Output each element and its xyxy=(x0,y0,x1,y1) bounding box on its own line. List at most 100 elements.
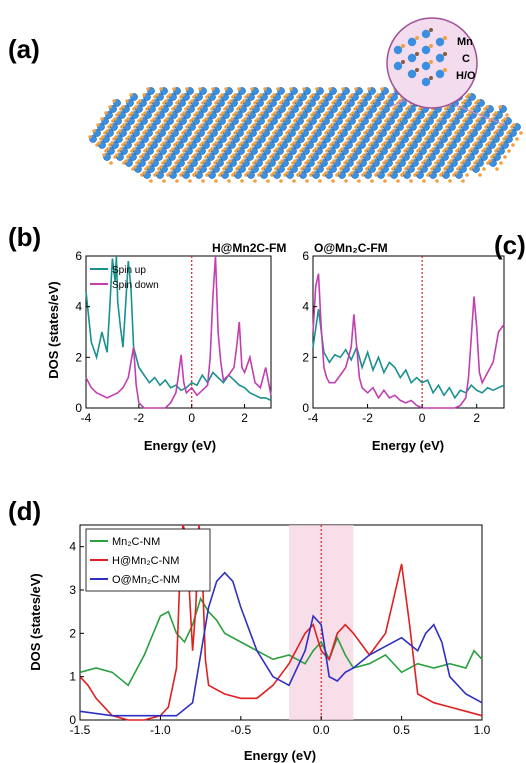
ho-atom xyxy=(423,159,427,163)
ho-atom xyxy=(342,105,346,109)
ho-atom xyxy=(175,141,179,145)
ho-atom xyxy=(218,135,222,139)
ho-atom xyxy=(261,129,265,133)
ho-atom xyxy=(228,159,232,163)
legend-label-spin-down: Spin down xyxy=(112,280,159,291)
ho-atom xyxy=(285,93,289,97)
ho-atom xyxy=(465,135,469,139)
ho-atom xyxy=(102,153,106,157)
ho-atom xyxy=(255,99,259,103)
x-axis-label: Energy (eV) xyxy=(244,748,316,763)
ho-atom xyxy=(383,179,387,183)
ho-atom xyxy=(163,159,167,163)
ho-atom xyxy=(285,171,289,175)
ho-atom xyxy=(499,161,503,165)
ho-atom xyxy=(142,171,146,175)
y-tick-label: 6 xyxy=(75,249,82,263)
ho-atom xyxy=(324,171,328,175)
ho-atom xyxy=(485,105,489,109)
ho-atom xyxy=(331,141,335,145)
ho-atom xyxy=(109,161,113,165)
ho-atom xyxy=(186,105,190,109)
ho-atom xyxy=(203,99,207,103)
ho-atom xyxy=(421,123,425,127)
ho-atom xyxy=(380,165,384,169)
ho-atom xyxy=(462,159,466,163)
inset-ho-atom xyxy=(443,68,447,72)
ho-atom xyxy=(488,159,492,163)
ho-atom xyxy=(275,147,279,151)
y-tick-label: 0 xyxy=(302,401,309,415)
ho-atom xyxy=(202,159,206,163)
ho-atom xyxy=(297,153,301,157)
ho-atom xyxy=(389,93,393,97)
ho-atom xyxy=(257,135,261,139)
ho-atom xyxy=(259,171,263,175)
y-tick-label: 1 xyxy=(69,670,76,684)
ho-atom xyxy=(452,135,456,139)
ho-atom xyxy=(190,99,194,103)
ho-atom xyxy=(307,99,311,103)
ho-atom xyxy=(272,93,276,97)
ho-atom xyxy=(467,93,471,97)
ho-atom xyxy=(330,123,334,127)
ho-atom xyxy=(404,129,408,133)
ho-atom xyxy=(396,141,400,145)
ho-atom xyxy=(328,87,332,91)
ho-atom xyxy=(323,153,327,157)
ho-atom xyxy=(126,117,130,121)
ho-atom xyxy=(435,179,439,183)
ho-atom xyxy=(367,87,371,91)
ho-atom xyxy=(461,179,465,183)
ho-atom xyxy=(415,171,419,175)
ho-atom xyxy=(112,99,116,103)
ho-atom xyxy=(240,179,244,183)
ho-atom xyxy=(495,167,499,171)
ho-atom xyxy=(173,105,177,109)
y-tick-label: 4 xyxy=(75,300,82,314)
ho-atom xyxy=(151,99,155,103)
ho-atom xyxy=(337,93,341,97)
inset-label-c: C xyxy=(462,53,470,65)
ho-atom xyxy=(320,99,324,103)
ho-atom xyxy=(503,155,507,159)
inset-ho-atom xyxy=(429,44,433,48)
y-axis-label: DOS (states/eV) xyxy=(28,573,43,671)
ho-atom xyxy=(135,123,139,127)
ho-atom xyxy=(448,141,452,145)
ho-atom xyxy=(159,87,163,91)
x-tick-label: 1.0 xyxy=(474,723,491,737)
ho-atom xyxy=(162,141,166,145)
ho-atom xyxy=(233,93,237,97)
ho-atom xyxy=(100,117,104,121)
ho-atom xyxy=(283,135,287,139)
ho-atom xyxy=(250,165,254,169)
ho-atom xyxy=(147,105,151,109)
ho-atom xyxy=(242,99,246,103)
ho-atom xyxy=(318,141,322,145)
inset-c-atom xyxy=(429,76,433,80)
ho-atom xyxy=(503,117,507,121)
ho-atom xyxy=(408,123,412,127)
ho-atom xyxy=(129,93,133,97)
ho-atom xyxy=(195,111,199,115)
ho-atom xyxy=(363,171,367,175)
ho-atom xyxy=(329,105,333,109)
panel-label-b: (b) xyxy=(8,222,42,252)
ho-atom xyxy=(304,123,308,127)
ho-atom xyxy=(456,129,460,133)
ho-atom xyxy=(171,147,175,151)
ho-atom xyxy=(344,179,348,183)
ho-atom xyxy=(208,111,212,115)
ho-atom xyxy=(211,165,215,169)
ho-atom xyxy=(158,147,162,151)
ho-atom xyxy=(347,117,351,121)
ho-atom xyxy=(117,111,121,115)
ho-atom xyxy=(466,153,470,157)
x-tick-label: -2 xyxy=(134,411,145,425)
ho-atom xyxy=(361,135,365,139)
ho-atom xyxy=(229,99,233,103)
ho-atom xyxy=(279,141,283,145)
ho-atom xyxy=(338,111,342,115)
ho-atom xyxy=(324,93,328,97)
